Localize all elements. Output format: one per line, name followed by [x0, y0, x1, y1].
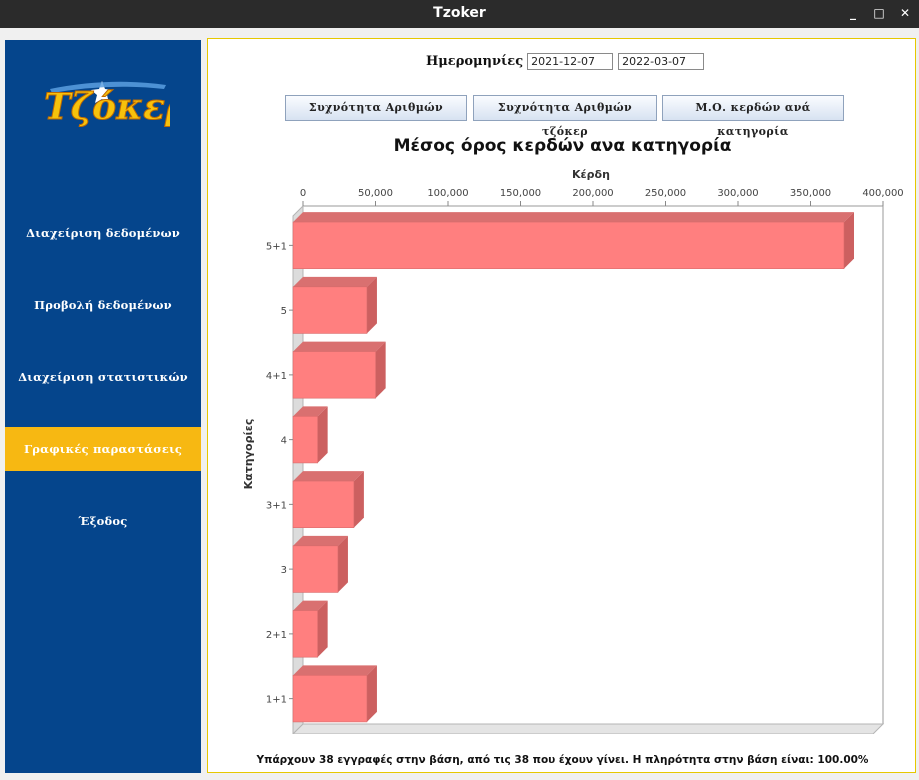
- plot-background: [302, 205, 884, 725]
- y-tick-label: 5: [281, 306, 287, 317]
- bar-side-face: [366, 665, 377, 722]
- sidebar-item-data-management[interactable]: Διαχείριση δεδομένων: [26, 226, 180, 240]
- tzoker-frequency-button[interactable]: Συχνότητα Αριθμών τζόκερ: [473, 95, 657, 138]
- window-title: Tzoker: [433, 5, 486, 21]
- window-titlebar: Tzoker _ □ ✕: [0, 0, 919, 28]
- y-tick-label: 1+1: [266, 695, 287, 706]
- bar-side-face: [375, 341, 386, 399]
- sidebar-item-charts[interactable]: Γραφικές παραστάσεις: [5, 427, 201, 471]
- sidebar-item-exit[interactable]: Έξοδος: [78, 514, 128, 528]
- bar-top-face: [293, 212, 854, 223]
- bar-top-face: [293, 341, 386, 352]
- y-tick-label: 5+1: [266, 241, 287, 252]
- bar: [292, 480, 355, 528]
- bar: [292, 351, 376, 399]
- minimize-button[interactable]: _: [850, 6, 856, 20]
- bar-top-face: [293, 535, 348, 546]
- maximize-button[interactable]: □: [873, 6, 885, 20]
- x-tick-label: 300,000: [717, 188, 758, 199]
- y-tick-label: 3+1: [266, 500, 287, 511]
- x-tick-label: 350,000: [790, 188, 831, 199]
- x-tick-label: 250,000: [645, 188, 686, 199]
- date-from-input[interactable]: [527, 53, 614, 70]
- date-to-input[interactable]: [618, 53, 705, 70]
- tzoker-logo: Τζόκερ: [44, 81, 170, 127]
- sidebar: Τζόκερ Διαχείριση δεδομένων Προβολή δεδο…: [5, 40, 201, 773]
- x-tick-label: 50,000: [358, 188, 393, 199]
- x-tick-label: 100,000: [427, 188, 468, 199]
- bar: [292, 675, 368, 723]
- bar-side-face: [366, 276, 377, 334]
- y-tick-label: 3: [281, 565, 287, 576]
- status-text: Υπάρχουν 38 εγγραφές στην βάση, από τις …: [256, 754, 869, 766]
- y-tick-label: 4+1: [266, 371, 287, 382]
- average-winnings-button[interactable]: Μ.Ο. κερδών ανά κατηγορία: [662, 95, 844, 138]
- plot-area: 0 50,000 100,000 150,000 200,000 250,000 300,0…: [266, 188, 904, 734]
- plot-floor: [292, 723, 885, 734]
- close-button[interactable]: ✕: [899, 6, 911, 20]
- logo-text: Τζόκερ: [44, 86, 170, 127]
- bar-side-face: [317, 600, 328, 658]
- bar-side-face: [353, 471, 364, 528]
- bar-side-face: [844, 212, 854, 269]
- x-tick-label: 0: [300, 188, 306, 199]
- bar-top-face: [293, 406, 328, 417]
- bar: [292, 221, 845, 269]
- y-axis-label: Κατηγορίες: [242, 419, 255, 490]
- y-tick-label: 4: [281, 436, 287, 447]
- bar: [292, 610, 318, 658]
- x-tick-label: 200,000: [572, 188, 613, 199]
- bar-side-face: [337, 535, 348, 593]
- bar: [292, 545, 339, 593]
- logo-star-icon: [91, 81, 113, 103]
- bar-top-face: [293, 276, 377, 287]
- dates-label: Ημερομηνίες: [426, 54, 524, 69]
- bar-chart: Κέρδη Κατηγορίες 0 50,000 100,000 150,000 20…: [242, 168, 904, 734]
- sidebar-item-data-view[interactable]: Προβολή δεδομένων: [34, 298, 172, 312]
- bar: [292, 416, 318, 464]
- sidebar-item-statistics[interactable]: Διαχείριση στατιστικών: [18, 370, 188, 384]
- bar-top-face: [293, 665, 377, 676]
- main-panel: Ημερομηνίες Συχνότητα Αριθμών Συχνότητα …: [207, 38, 916, 773]
- bar-top-face: [293, 471, 364, 482]
- bar: [292, 286, 368, 334]
- numbers-frequency-button[interactable]: Συχνότητα Αριθμών: [285, 95, 467, 121]
- y-tick-label: 2+1: [266, 630, 287, 641]
- x-axis-label: Κέρδη: [572, 168, 610, 181]
- bar-side-face: [317, 406, 328, 463]
- chart-title: Μέσος όρος κερδών ανα κατηγορία: [393, 136, 732, 156]
- x-tick-label: 150,000: [500, 188, 541, 199]
- x-tick-label: 400,000: [862, 188, 903, 199]
- date-filter: Ημερομηνίες: [426, 53, 709, 70]
- bar-top-face: [293, 600, 328, 611]
